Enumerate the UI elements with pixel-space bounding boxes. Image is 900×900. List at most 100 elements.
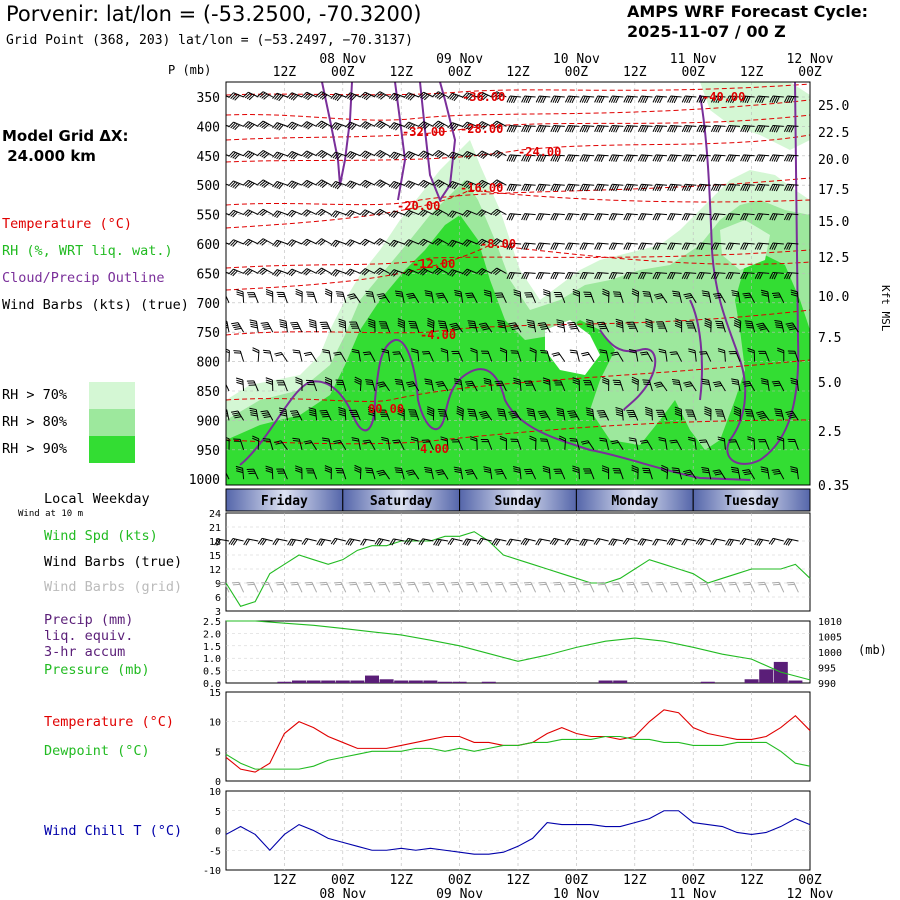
wind-barb [608, 213, 624, 221]
wind-barb [374, 208, 390, 217]
wind-barb [623, 271, 638, 280]
wind-barb [550, 154, 565, 162]
wind-barb [579, 538, 595, 547]
wind-barb [257, 179, 274, 188]
wind-barb [608, 95, 624, 104]
wind-barb [418, 238, 434, 247]
top-date-label: 09 Nov [436, 52, 483, 67]
wind-barb [786, 581, 799, 593]
pressure-tick-label: 350 [197, 91, 220, 106]
isotherm-minus36 [226, 83, 810, 96]
wind-barb [535, 183, 551, 192]
wind-barb [594, 183, 609, 192]
wind-barb [593, 538, 609, 546]
wind-barb [354, 376, 362, 392]
wind-barb [639, 439, 653, 451]
wind-barb [348, 581, 361, 593]
wind-barb [376, 469, 391, 480]
wind-tick-label: 9 [215, 579, 221, 590]
wind-barb [432, 120, 449, 130]
wind-barb [242, 150, 259, 160]
wind-barb [272, 180, 288, 190]
wind-barb [660, 464, 669, 480]
wind-barb [260, 410, 274, 421]
wind-barb [359, 179, 376, 189]
pressure-axis-label: P (mb) [168, 63, 211, 77]
wind-barb [464, 469, 478, 480]
wind-barb [742, 292, 756, 304]
wind-barb [301, 538, 317, 546]
pressure-tick-label-right: 990 [818, 679, 836, 690]
wind-barb [231, 581, 245, 593]
wind-barb [667, 242, 682, 250]
wind-barb [637, 154, 653, 162]
wind-barb [374, 91, 390, 100]
wind-barb [642, 379, 653, 392]
wind-barb [389, 538, 405, 546]
wind-barb [330, 239, 346, 248]
wind-barb [388, 210, 405, 218]
precip-bar [438, 681, 452, 683]
wind-barb [330, 537, 346, 545]
wind-barb [435, 292, 449, 304]
wind-barb [403, 268, 419, 277]
wind-barb [274, 351, 288, 362]
wind-barb [612, 468, 624, 480]
wind-barb [772, 581, 785, 593]
wind-barb [790, 377, 799, 392]
wind-barb [286, 239, 303, 247]
wind-barb [725, 124, 741, 133]
wind-barb [262, 349, 274, 362]
precip-bar [350, 680, 365, 683]
wind-barb [637, 271, 653, 280]
wind-barb [754, 538, 770, 546]
wind-barb [447, 269, 463, 277]
wind-barb [295, 288, 303, 303]
wind-barb [652, 538, 668, 546]
top-date-label: 08 Nov [319, 52, 366, 67]
wind-barb [432, 91, 449, 100]
wind-barb [364, 467, 376, 480]
bottom-hour-label: 12Z [623, 873, 647, 888]
wind-barb [233, 350, 245, 362]
wind-barb [406, 381, 420, 392]
wind-barb [681, 538, 697, 546]
weekday-label-tuesday: Tuesday [724, 494, 779, 509]
wind-barb [710, 124, 726, 133]
wind-barb [594, 242, 609, 250]
wind-barb [611, 581, 624, 593]
wind-barb [247, 292, 259, 303]
wind-barb [506, 213, 522, 221]
wind-barb [308, 407, 318, 421]
wind-barb [494, 468, 507, 480]
wind-barb [374, 150, 390, 159]
wind-barb [712, 381, 726, 392]
wind-barb [447, 151, 463, 160]
bottom-hour-label: 00Z [681, 873, 705, 888]
precip-bar [452, 681, 467, 683]
wind-barb [701, 290, 712, 303]
wind-barb [521, 154, 536, 162]
wind-barb [785, 322, 799, 333]
wind-barb [681, 95, 697, 104]
wind-barb [608, 242, 624, 250]
wind-barb [432, 267, 449, 276]
cloud-outline-7 [689, 299, 703, 401]
wind-barb [685, 321, 697, 333]
wind-barb [461, 151, 478, 160]
wind-barb [359, 150, 376, 160]
bottom-hour-label: 00Z [798, 873, 822, 888]
wind-tick-label: 6 [215, 593, 221, 604]
wind-barb [550, 95, 565, 104]
wind-barb [226, 95, 230, 98]
wind-barb [345, 92, 361, 101]
wind-barb [447, 538, 463, 546]
temp-label-minus16: -16.00 [460, 181, 503, 195]
wind-barb [242, 238, 259, 247]
wind-barb [360, 538, 376, 546]
precip-bar [744, 679, 759, 683]
wind-barb [228, 268, 244, 277]
wind-barb [359, 121, 376, 130]
precip-bar [481, 681, 496, 683]
wind-barb [553, 380, 566, 392]
